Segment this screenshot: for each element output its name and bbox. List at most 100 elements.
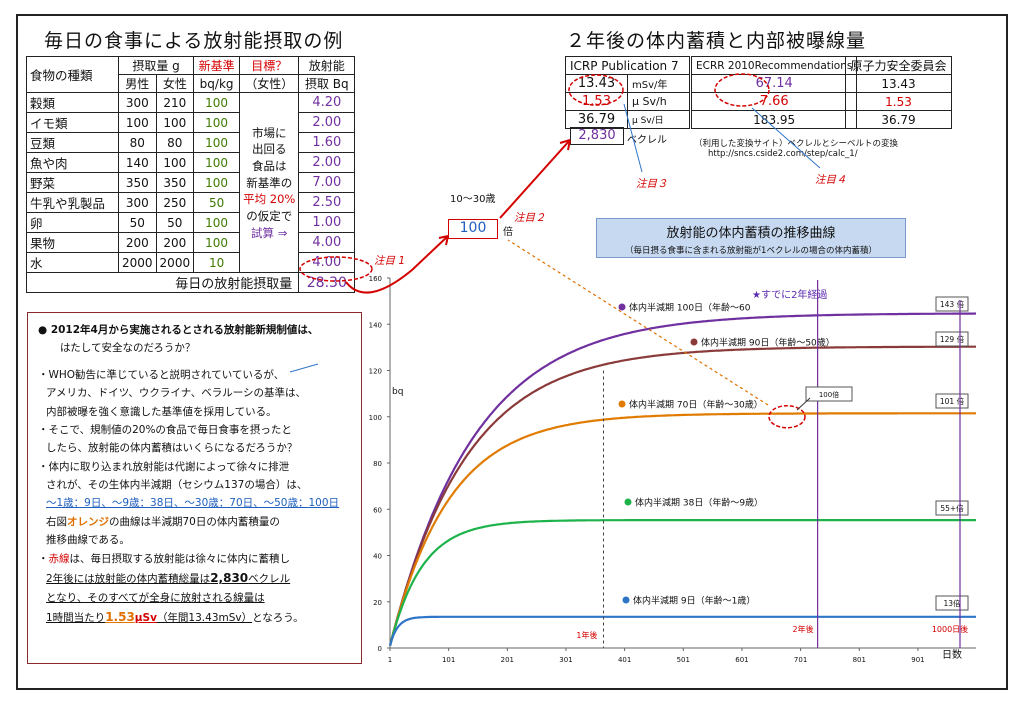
nsc-value-0: 13.43	[845, 74, 952, 93]
text-p4-line2: 推移曲線である。	[46, 534, 130, 547]
header-female: 女性	[155, 74, 195, 94]
end-label: 13倍	[943, 598, 961, 608]
text-p8-post: となろう。	[252, 612, 304, 625]
text-p1-1: アメリカ、ドイツ、ウクライナ、ベラルーシの基準は、	[46, 387, 306, 400]
y-tick-label: 20	[373, 599, 382, 607]
explanation-box: ● 2012年4月から実施されるとされる放射能新規制値は、 はたして安全なのだろ…	[27, 312, 362, 664]
icrp-value-1: 1.53	[565, 92, 628, 111]
text-p3-1: されが、その生体内半減期（セシウム137の場合）は、	[46, 479, 308, 491]
text-p8-unit: μSv	[134, 612, 157, 625]
text-p8-val: 1.53	[105, 610, 135, 625]
food-row: 魚や肉 140 100 100 2.00	[26, 152, 356, 174]
note2-label: 注目２	[514, 212, 546, 224]
elapsed-annotation: ★すでに2年経過	[752, 288, 827, 301]
legend-label: 体内半減期 38日（年齢～9歳）	[635, 497, 763, 509]
text-p4-post: の曲線は半減期70日の体内蓄積量の	[109, 515, 280, 528]
food-name: 果物	[26, 232, 119, 254]
ecrr-ellipse	[714, 73, 770, 107]
left-title: 毎日の食事による放射能摂取の例	[44, 30, 344, 52]
legend-marker	[624, 498, 632, 506]
food-female: 210	[155, 92, 195, 114]
legend-marker	[618, 303, 626, 311]
nsc-table: 原子力安全委員会 13.43 1.53 36.79	[845, 56, 952, 129]
series-line	[388, 312, 977, 646]
series-line	[388, 615, 976, 647]
x-tick-label: 301	[559, 656, 572, 664]
note3-label: 注目３	[636, 178, 668, 190]
icrp-ellipse	[568, 74, 624, 106]
two-year-label: 2年後	[793, 624, 814, 634]
header-male: 男性	[118, 74, 157, 94]
food-intake-bq: 2.00	[298, 112, 356, 134]
right-title: ２年後の体内蓄積と内部被曝線量	[566, 30, 867, 52]
x-tick-label: 101	[442, 656, 455, 664]
assumption-note-line: 新基準の	[246, 175, 293, 190]
assumption-note-line: 出回る	[251, 142, 287, 157]
food-male: 300	[118, 92, 157, 114]
text-p2-0: ・そこで、規制値の20%の食品で毎日食事を摂ったと	[38, 423, 292, 436]
total-intake-ellipse	[299, 256, 373, 282]
text-p8-pre: 1時間当たり	[46, 612, 106, 625]
text-heading2: はたして安全なのだろうか？	[60, 342, 196, 355]
note4-pointer	[751, 107, 821, 169]
end-label: 129 倍	[940, 334, 965, 344]
hundredfold-to-multiplier-arrow	[507, 239, 769, 406]
text-p6-bold: 2,830	[210, 570, 249, 585]
header-target-sub: （女性）	[239, 74, 300, 94]
text-p2-1: したら、放射能の体内蓄積はいくらになるだろうか？	[46, 442, 298, 455]
legend-label: 体内半減期 70日（年齢～30歳）	[629, 399, 763, 411]
x-tick-label: 401	[618, 656, 631, 664]
legend-marker	[690, 338, 698, 346]
y-tick-label: 160	[369, 275, 382, 283]
becquerel-unit: ベクレル	[627, 135, 667, 146]
text-p1-2: 内部被曝を強く意識した基準値を採用している。	[46, 405, 277, 418]
multiplier-unit: 倍	[503, 227, 513, 238]
food-row: 野菜 350 350 100 7.00	[26, 172, 356, 194]
end-label: 55+倍	[940, 503, 964, 513]
y-tick-label: 0	[378, 645, 382, 653]
y-tick-label: 80	[373, 460, 382, 468]
intake-to-multiplier-arrow	[345, 235, 449, 294]
assumption-note-line: 市場に	[251, 125, 287, 140]
x-tick-label: 201	[501, 656, 514, 664]
hundredfold-label: 100倍	[819, 390, 839, 399]
header-target: 目標？	[239, 55, 300, 76]
food-name: 野菜	[26, 172, 119, 194]
arrowhead	[438, 235, 449, 246]
x-tick-label: 501	[677, 656, 690, 664]
assumption-note-line: 食品は	[251, 158, 287, 173]
note3-pointer	[623, 103, 643, 173]
age-range-label: 10～30歳	[450, 194, 496, 205]
nsc-value-2: 36.79	[845, 110, 952, 129]
header-new-standard: 新基準	[193, 55, 241, 76]
end-label: 101 倍	[940, 396, 965, 406]
series-line	[388, 412, 976, 646]
x-tick-label: 901	[911, 656, 924, 664]
becquerel-total: 2,830	[570, 127, 624, 145]
x-tick-label: 701	[794, 656, 807, 664]
text-half-lives: ～1歳：9日、～9歳：38日、～30歳：70日、～50歳：100日	[46, 497, 340, 510]
tool-url[interactable]: http://sncs.cside2.com/step/calc_1/	[708, 149, 858, 159]
icrp-table: ICRP Publication 7 13.43 mSv/年 1.53 μ Sv/h…	[565, 56, 690, 129]
series-line	[388, 345, 976, 646]
thousand-day-label: 1000日後	[932, 624, 968, 634]
food-male: 350	[118, 172, 157, 194]
hundredfold-pointer	[796, 397, 811, 411]
chart-subtitle: （毎日摂る食事に含まれる放射能が1ベクレルの場合の体内蓄積）	[625, 246, 877, 256]
icrp-unit-1: μ Sv/h	[627, 92, 690, 111]
food-row: 穀類 300 210 100 市場に 出回る 食品は 新基準の 平均 20% の仮定で 試算 ⇒ 4.…	[26, 92, 356, 274]
legend-label: 体内半減期 100日（年齢～60	[629, 302, 751, 314]
x-tick-label: 601	[735, 656, 748, 664]
food-standard: 100	[193, 112, 241, 134]
food-standard: 100	[193, 92, 241, 114]
note4-label: 注目４	[815, 174, 847, 186]
text-p3-0: ・体内に取り込まれ放射能は代謝によって徐々に排泄	[38, 460, 290, 473]
text-p7: となり、そのすべてが全身に放射される線量は	[46, 591, 265, 604]
hundredfold-ellipse	[768, 405, 806, 429]
text-p8-paren: （年間13.43mSv）	[156, 612, 253, 625]
text-p4-pre: 右図	[46, 515, 67, 528]
multiplier-to-becquerel-arrow	[499, 139, 571, 219]
text-p1-0: ・WHO勧告に準じていると説明されていているが、	[38, 368, 285, 381]
food-standard: 100	[193, 172, 241, 194]
